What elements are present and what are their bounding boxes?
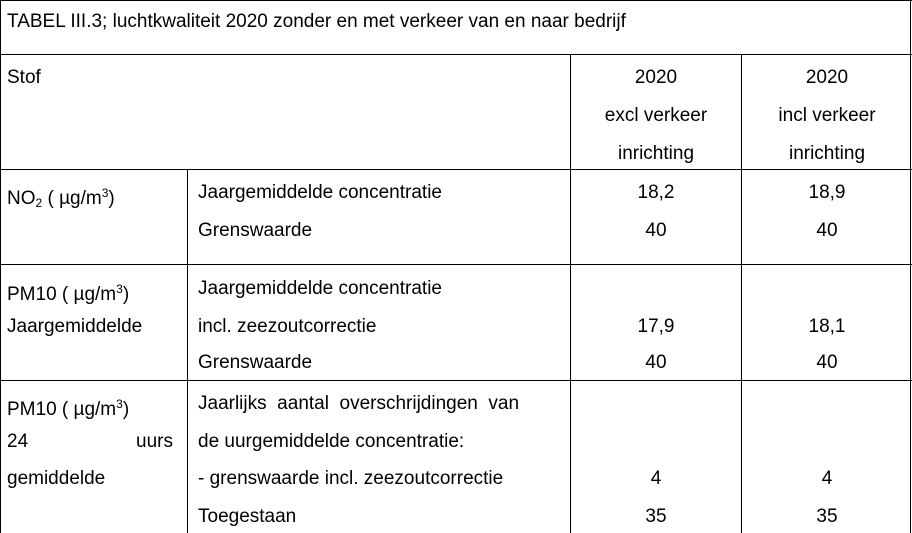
- table-border-left: [0, 0, 1, 533]
- header-excl-year: 2020: [634, 67, 678, 88]
- col-divider-3: [570, 54, 571, 533]
- row-pm10-year-excl-limit: 40: [645, 352, 667, 373]
- row-pm10-24h-desc-3: - grenswaarde incl. zeezoutcorrectie: [198, 468, 504, 489]
- header-excl-line2: excl verkeer: [604, 105, 708, 126]
- table-border-top: [0, 0, 912, 1]
- row-no2-incl-limit: 40: [816, 220, 838, 241]
- row-pm10-24h-type-b: uurs: [136, 431, 173, 452]
- title-divider: [0, 54, 912, 55]
- header-incl-line3: inrichting: [788, 143, 866, 164]
- col-divider-2: [187, 169, 188, 533]
- header-stof: Stof: [7, 67, 41, 88]
- row-no2-incl-value: 18,9: [808, 182, 846, 203]
- row-pm10-year-desc-3: Grenswaarde: [198, 352, 313, 373]
- header-divider: [0, 169, 912, 170]
- row-pm10-24h-desc-2: de uurgemiddelde concentratie:: [198, 431, 465, 452]
- row-pm10-24h-substance: PM10 ( µg/m3): [7, 397, 130, 420]
- row-pm10-year-incl-limit: 40: [816, 352, 838, 373]
- row-pm10-year-type: Jaargemiddelde: [7, 316, 143, 337]
- row-no2-desc-1: Jaargemiddelde concentratie: [198, 182, 442, 203]
- row-pm10-24h-type-a: 24: [7, 431, 29, 452]
- row-pm10-year-desc-1: Jaargemiddelde concentratie: [198, 278, 442, 299]
- table-title: TABEL III.3; luchtkwaliteit 2020 zonder …: [7, 11, 626, 32]
- row-no2-excl-value: 18,2: [637, 182, 675, 203]
- row-pm10-24h-excl-value: 4: [650, 468, 662, 489]
- row-pm10-year-excl-value: 17,9: [637, 316, 675, 337]
- row-pm10-24h-desc-4: Toegestaan: [198, 506, 297, 527]
- row-no2-desc-2: Grenswaarde: [198, 220, 313, 241]
- header-incl-line2: incl verkeer: [778, 105, 876, 126]
- header-excl-line3: inrichting: [617, 143, 695, 164]
- row-pm10-24h-desc-1: Jaarlijks aantal overschrijdingen van: [198, 393, 520, 414]
- row-pm10-year-incl-value: 18,1: [808, 316, 846, 337]
- row-pm10-year-desc-2: incl. zeezoutcorrectie: [198, 316, 377, 337]
- row-pm10-24h-incl-value: 4: [821, 468, 833, 489]
- header-incl-year: 2020: [805, 67, 849, 88]
- col-divider-4: [741, 54, 742, 533]
- row-divider-2: [0, 380, 912, 381]
- row-pm10-24h-excl-limit: 35: [645, 506, 667, 527]
- row-pm10-24h-type-c: gemiddelde: [7, 468, 106, 489]
- table-border-right: [910, 0, 911, 533]
- row-divider-1: [0, 264, 912, 265]
- row-pm10-24h-incl-limit: 35: [816, 506, 838, 527]
- row-no2-substance: NO2 ( µg/m3): [7, 186, 115, 210]
- row-no2-excl-limit: 40: [645, 220, 667, 241]
- row-pm10-year-substance: PM10 ( µg/m3): [7, 282, 130, 305]
